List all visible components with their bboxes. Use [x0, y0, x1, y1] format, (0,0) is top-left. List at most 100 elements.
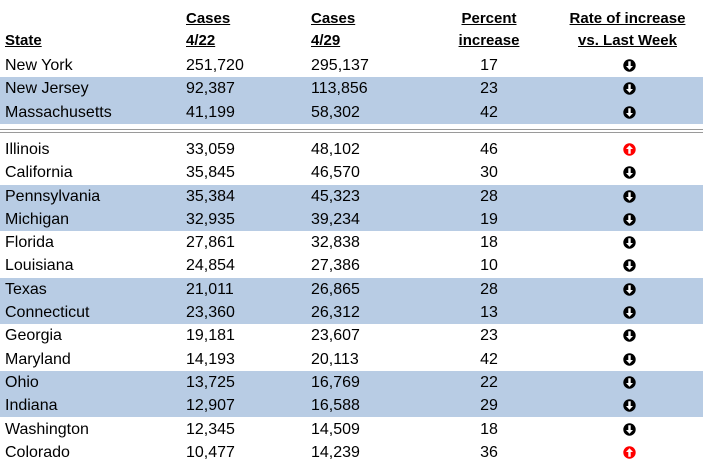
cases-4-22-cell: 21,011 — [186, 280, 234, 298]
trend-cell — [620, 208, 640, 231]
up-arrow-icon — [623, 446, 636, 459]
state-cell: Florida — [5, 234, 54, 252]
cases-4-22-cell: 251,720 — [186, 57, 244, 74]
cases-4-29-cell: 32,838 — [311, 234, 360, 252]
table-row: California 35,845 46,570 30 — [0, 161, 703, 184]
trend-cell — [620, 278, 640, 301]
up-arrow-icon — [623, 143, 636, 156]
cases-4-22-cell: 92,387 — [186, 80, 235, 98]
cases-4-22-cell: 13,725 — [186, 373, 235, 391]
percent-increase-cell: 17 — [480, 57, 498, 74]
state-cell: Michigan — [5, 210, 70, 228]
group-divider-top — [0, 129, 703, 130]
table-row: Maryland 14,193 20,113 42 — [0, 348, 703, 371]
cases-4-29-cell: 48,102 — [311, 140, 360, 158]
table-row: Florida 27,861 32,838 18 — [0, 231, 703, 254]
cases-4-22-cell: 14,193 — [186, 350, 235, 368]
table-row: Georgia 19,181 23,607 23 — [0, 324, 703, 347]
down-arrow-icon — [623, 213, 636, 226]
down-arrow-icon — [623, 306, 636, 319]
percent-increase-cell: 23 — [480, 80, 498, 98]
table-row: Illinois 33,059 48,102 46 — [0, 138, 703, 161]
trend-cell — [620, 77, 640, 100]
cases-4-29-cell: 20,113 — [311, 350, 359, 368]
state-cell: New Jersey — [5, 80, 89, 98]
cases-4-22-cell: 10,477 — [186, 443, 235, 461]
percent-increase-cell: 18 — [480, 234, 498, 252]
cases-4-29-cell: 16,588 — [311, 397, 360, 415]
percent-increase-cell: 28 — [480, 187, 498, 205]
cases-4-29-cell: 39,234 — [311, 210, 360, 228]
percent-increase-cell: 29 — [480, 397, 498, 415]
percent-increase-cell: 19 — [480, 210, 498, 228]
table-row: Pennsylvania 35,384 45,323 28 — [0, 184, 703, 208]
percent-increase-cell: 42 — [480, 350, 498, 368]
down-arrow-icon — [623, 329, 636, 342]
state-cell: Connecticut — [5, 304, 90, 321]
cases-4-22-cell: 12,345 — [186, 420, 235, 438]
trend-cell — [620, 138, 640, 161]
state-cell: Colorado — [5, 443, 70, 461]
trend-cell — [620, 371, 640, 394]
cases-4-29-cell: 46,570 — [311, 164, 360, 182]
header-rate-line2: vs. Last Week — [578, 32, 677, 49]
percent-increase-cell: 36 — [480, 443, 498, 461]
down-arrow-icon — [623, 376, 636, 389]
table-row: Massachusetts 41,199 58,302 42 — [0, 100, 703, 124]
percent-increase-cell: 22 — [480, 373, 498, 391]
header-cases-b-line1: Cases — [311, 10, 356, 27]
trend-cell — [620, 101, 640, 124]
table-row: Colorado 10,477 14,239 36 — [0, 441, 703, 464]
down-arrow-icon — [623, 236, 636, 249]
cases-4-22-cell: 41,199 — [186, 103, 235, 121]
down-arrow-icon — [623, 399, 636, 412]
down-arrow-icon — [623, 259, 636, 273]
table-row: Texas 21,011 26,865 28 — [0, 277, 703, 301]
cases-4-22-cell: 12,907 — [186, 397, 235, 415]
percent-increase-cell: 23 — [480, 327, 498, 345]
cases-4-29-cell: 27,386 — [311, 257, 360, 275]
group-divider-bottom — [0, 132, 703, 133]
table-row: New York 251,720 295,137 17 — [0, 54, 703, 77]
cases-4-22-cell: 35,384 — [186, 187, 235, 205]
cases-4-29-cell: 295,137 — [311, 57, 369, 74]
table-row: Louisiana 24,854 27,386 10 — [0, 254, 703, 277]
trend-cell — [620, 441, 640, 464]
table-row: Connecticut 23,360 26,312 13 — [0, 301, 703, 325]
percent-increase-cell: 42 — [480, 103, 498, 121]
state-cell: California — [5, 164, 73, 182]
header-rate-line1: Rate of increase — [569, 10, 686, 27]
trend-cell — [620, 231, 640, 254]
table-row: New Jersey 92,387 113,856 23 — [0, 77, 703, 101]
table-row: Washington 12,345 14,509 18 — [0, 418, 703, 441]
state-cell: Pennsylvania — [5, 187, 101, 205]
cases-4-22-cell: 33,059 — [186, 140, 235, 158]
trend-cell — [620, 254, 640, 277]
percent-increase-cell: 18 — [480, 420, 498, 438]
trend-cell — [620, 348, 640, 371]
cases-4-22-cell: 35,845 — [186, 164, 235, 182]
table-row: Michigan 32,935 39,234 19 — [0, 207, 703, 232]
state-cell: Texas — [5, 280, 47, 298]
state-cell: Illinois — [5, 140, 50, 158]
cases-4-22-cell: 23,360 — [186, 304, 235, 321]
down-arrow-icon — [623, 352, 636, 366]
header-cases-b-line2: 4/29 — [311, 32, 341, 49]
header-state: State — [5, 32, 42, 49]
down-arrow-icon — [623, 189, 636, 203]
trend-cell — [620, 161, 640, 184]
down-arrow-icon — [623, 59, 636, 72]
state-cell: New York — [5, 57, 73, 74]
cases-4-29-cell: 23,607 — [311, 327, 360, 345]
table-row: Indiana 12,907 16,588 29 — [0, 394, 703, 418]
down-arrow-icon — [623, 82, 636, 95]
table-row: Ohio 13,725 16,769 22 — [0, 370, 703, 395]
cases-4-29-cell: 58,302 — [311, 103, 360, 121]
down-arrow-icon — [623, 105, 636, 119]
cases-4-29-cell: 113,856 — [311, 80, 368, 98]
trend-cell — [620, 301, 640, 324]
cases-4-29-cell: 26,865 — [311, 280, 360, 298]
cases-4-22-cell: 19,181 — [186, 327, 235, 345]
trend-cell — [620, 324, 640, 347]
cases-4-29-cell: 16,769 — [311, 373, 360, 391]
